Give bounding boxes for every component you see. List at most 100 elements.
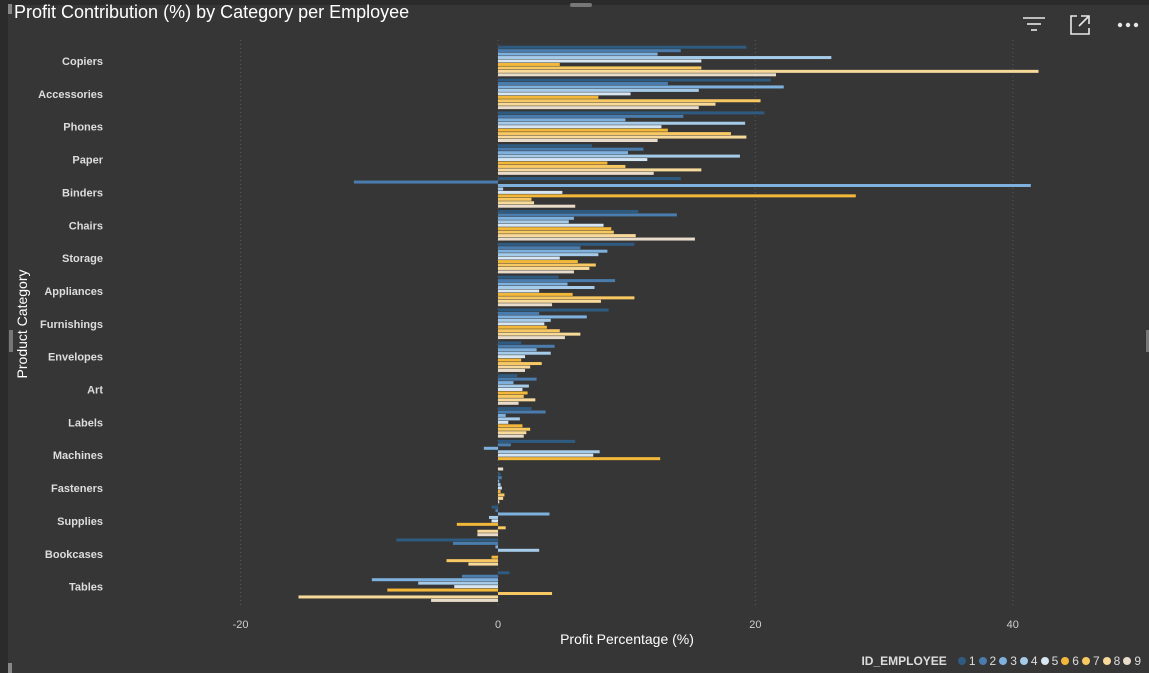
bar[interactable] — [498, 453, 594, 457]
bar[interactable] — [498, 439, 576, 443]
bar[interactable] — [454, 585, 498, 589]
bar[interactable] — [498, 253, 599, 257]
bar[interactable] — [431, 598, 498, 602]
bar[interactable] — [461, 574, 498, 578]
bar[interactable] — [498, 417, 520, 421]
bar[interactable] — [498, 66, 702, 70]
bar[interactable] — [498, 88, 699, 92]
bar[interactable] — [498, 332, 581, 336]
bar[interactable] — [477, 529, 498, 533]
legend-item[interactable]: 7 — [1081, 654, 1100, 668]
bar[interactable] — [498, 49, 681, 53]
bar[interactable] — [498, 365, 531, 369]
bar[interactable] — [498, 62, 560, 66]
legend-item[interactable]: 3 — [999, 654, 1017, 668]
bar[interactable] — [456, 522, 498, 526]
bar[interactable] — [498, 413, 506, 417]
bar[interactable] — [498, 325, 547, 329]
bar[interactable] — [498, 52, 658, 56]
bar[interactable] — [495, 509, 498, 513]
bar[interactable] — [498, 59, 702, 63]
bar[interactable] — [498, 256, 560, 260]
bar[interactable] — [498, 286, 595, 289]
bar[interactable] — [495, 545, 498, 549]
bar[interactable] — [498, 348, 537, 352]
focus-mode-button[interactable] — [1067, 12, 1093, 38]
bar[interactable] — [498, 171, 654, 175]
bar[interactable] — [498, 358, 522, 362]
bar[interactable] — [498, 125, 662, 129]
bar[interactable] — [498, 322, 545, 326]
bar[interactable] — [488, 515, 498, 519]
bar[interactable] — [498, 209, 639, 213]
bar[interactable] — [498, 227, 612, 231]
bar[interactable] — [498, 106, 699, 110]
bar[interactable] — [498, 479, 500, 483]
bar[interactable] — [498, 114, 684, 118]
bar[interactable] — [498, 135, 747, 139]
bar[interactable] — [491, 555, 498, 559]
bar[interactable] — [498, 512, 550, 516]
bar[interactable] — [446, 559, 498, 563]
bar[interactable] — [498, 99, 761, 103]
bar[interactable] — [498, 407, 532, 411]
bar[interactable] — [418, 581, 498, 585]
legend-item[interactable]: 1 — [957, 654, 976, 668]
bar[interactable] — [498, 571, 510, 575]
bar[interactable] — [498, 234, 636, 238]
visual-corner-handle-bottom[interactable] — [8, 663, 12, 673]
bar[interactable] — [498, 144, 592, 148]
bar[interactable] — [498, 592, 553, 595]
bar[interactable] — [498, 282, 568, 286]
bar[interactable] — [498, 177, 681, 181]
bar[interactable] — [498, 92, 631, 96]
bar[interactable] — [498, 443, 511, 447]
bar[interactable] — [498, 308, 609, 312]
bar[interactable] — [498, 311, 540, 315]
legend-item[interactable]: 4 — [1019, 654, 1038, 668]
bar[interactable] — [498, 158, 648, 162]
bar[interactable] — [498, 154, 740, 158]
bar[interactable] — [498, 457, 661, 461]
bar[interactable] — [498, 194, 856, 198]
bar[interactable] — [498, 102, 716, 106]
bar[interactable] — [498, 476, 502, 480]
bar[interactable] — [498, 139, 658, 142]
bar[interactable] — [498, 496, 504, 500]
bar[interactable] — [483, 446, 498, 450]
bar[interactable] — [498, 69, 1039, 73]
bar[interactable] — [498, 401, 519, 405]
visual-corner-handle[interactable] — [8, 4, 12, 14]
bar[interactable] — [498, 121, 746, 125]
bar[interactable] — [498, 85, 784, 89]
bar[interactable] — [498, 362, 542, 366]
bar[interactable] — [498, 190, 563, 194]
bar[interactable] — [498, 394, 524, 398]
bar[interactable] — [498, 299, 601, 303]
bar[interactable] — [498, 260, 578, 264]
drag-handle[interactable] — [570, 3, 592, 7]
bar[interactable] — [498, 318, 551, 322]
legend-item[interactable]: 2 — [978, 654, 996, 668]
bar[interactable] — [452, 541, 498, 545]
bar[interactable] — [498, 500, 500, 504]
bar[interactable] — [498, 213, 677, 217]
bar[interactable] — [498, 111, 765, 115]
bar[interactable] — [498, 73, 776, 77]
bar[interactable] — [498, 95, 599, 99]
bar[interactable] — [498, 201, 535, 205]
bar[interactable] — [387, 588, 498, 592]
resize-handle-right[interactable] — [1146, 330, 1149, 352]
bar[interactable] — [498, 296, 635, 300]
bar[interactable] — [498, 368, 526, 372]
bar[interactable] — [498, 410, 546, 414]
bar[interactable] — [498, 381, 514, 385]
filter-button[interactable] — [1021, 12, 1047, 38]
bar[interactable] — [498, 151, 628, 155]
bar[interactable] — [498, 450, 600, 454]
bar[interactable] — [498, 249, 608, 253]
bar[interactable] — [498, 292, 573, 296]
bar[interactable] — [498, 344, 555, 348]
bar[interactable] — [298, 595, 498, 599]
bar[interactable] — [491, 505, 498, 509]
